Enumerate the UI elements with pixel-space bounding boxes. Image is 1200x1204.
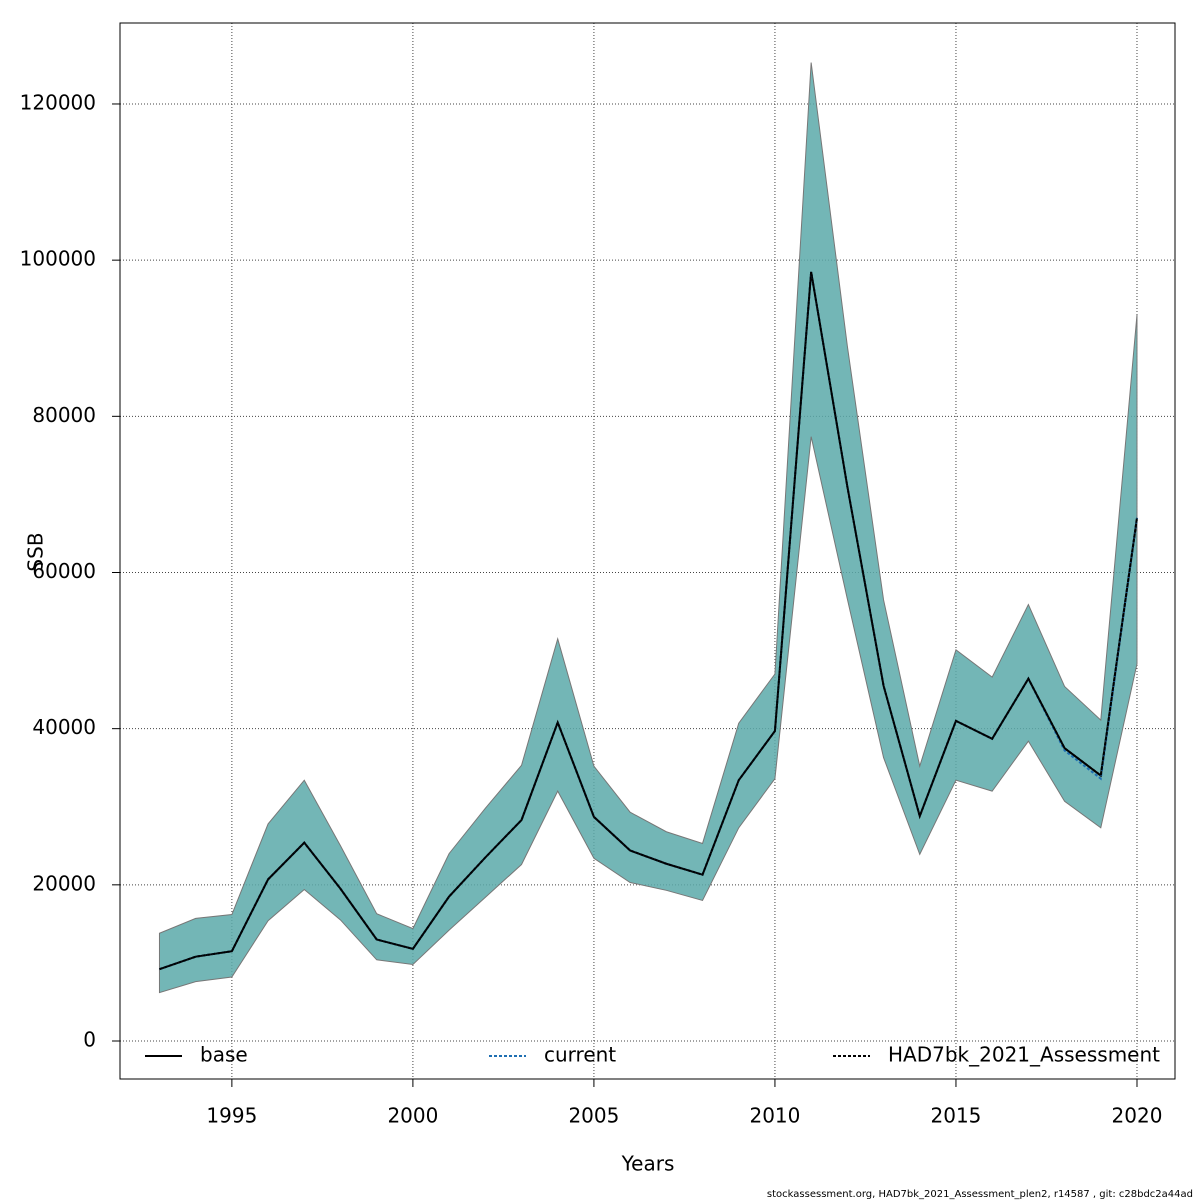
- x-tick-label: 2015: [931, 1104, 982, 1128]
- y-tick-label: 60000: [32, 559, 96, 583]
- x-axis-title: Years: [621, 1152, 675, 1176]
- y-tick-label: 120000: [20, 90, 96, 114]
- y-axis-title: SSB: [24, 532, 48, 571]
- y-tick-label: 40000: [32, 715, 96, 739]
- y-tick-label: 80000: [32, 403, 96, 427]
- confidence-band: [158, 62, 1138, 994]
- x-tick-label: 2000: [387, 1104, 438, 1128]
- y-tick-label: 20000: [32, 871, 96, 895]
- legend-label: HAD7bk_2021_Assessment: [888, 1043, 1160, 1067]
- y-tick-label: 100000: [20, 247, 96, 271]
- legend-label: base: [200, 1043, 248, 1067]
- plot-frame: [119, 22, 1176, 1080]
- x-tick-label: 2010: [749, 1104, 800, 1128]
- x-tick-label: 1995: [206, 1104, 257, 1128]
- footer: stockassessment.org, HAD7bk_2021_Assessm…: [767, 1189, 1193, 1200]
- series-line: [159, 271, 1138, 971]
- x-tick-label: 2005: [568, 1104, 619, 1128]
- x-tick-label: 2020: [1112, 1104, 1163, 1128]
- legend-label: current: [544, 1043, 616, 1067]
- y-tick-label: 0: [83, 1028, 96, 1052]
